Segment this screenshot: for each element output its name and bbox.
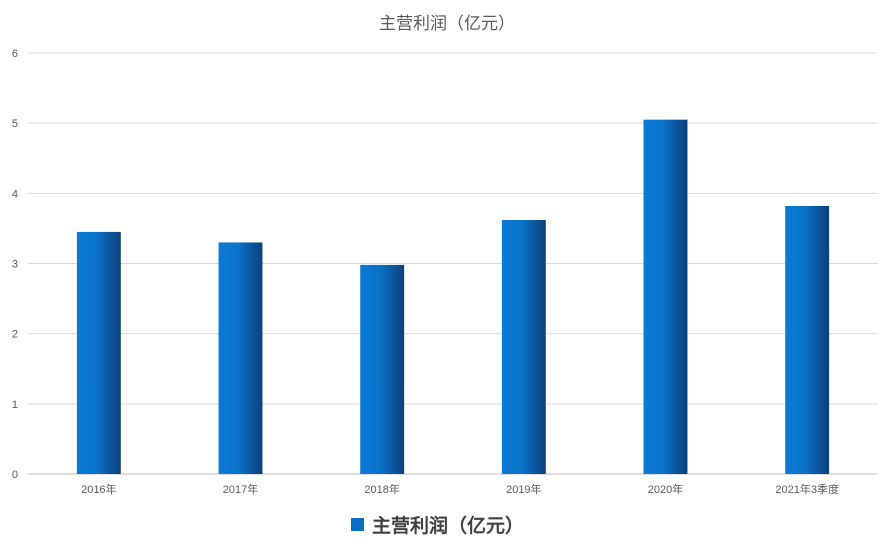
bars (76, 119, 830, 475)
bar (643, 119, 688, 475)
x-tick-label: 2017年 (223, 482, 258, 496)
gridlines (28, 52, 878, 475)
x-tick-label: 2016年 (81, 482, 116, 496)
y-tick-label: 1 (12, 399, 18, 411)
legend: 主营利润（亿元） (351, 514, 524, 537)
y-axis-ticks: 0 1 2 3 4 5 6 (12, 48, 18, 481)
legend-marker (351, 518, 364, 531)
x-tick-label: 2020年 (648, 482, 683, 496)
y-tick-label: 0 (12, 469, 18, 481)
bar (218, 242, 263, 474)
y-tick-label: 4 (12, 188, 18, 200)
x-tick-label: 2021年3季度 (775, 482, 839, 496)
y-tick-label: 3 (12, 259, 18, 271)
legend-label: 主营利润（亿元） (372, 514, 524, 537)
bar (785, 205, 830, 475)
bar (76, 231, 121, 474)
x-axis-ticks: 2016年 2017年 2018年 2019年 2020年 2021年3季度 (81, 482, 839, 496)
y-tick-label: 5 (12, 118, 18, 130)
y-tick-label: 2 (12, 329, 18, 341)
bar (501, 219, 546, 474)
x-tick-label: 2018年 (364, 482, 399, 496)
chart-title: 主营利润（亿元） (379, 14, 515, 34)
x-tick-label: 2019年 (506, 482, 541, 496)
y-tick-label: 6 (12, 48, 18, 60)
bar (360, 264, 405, 474)
